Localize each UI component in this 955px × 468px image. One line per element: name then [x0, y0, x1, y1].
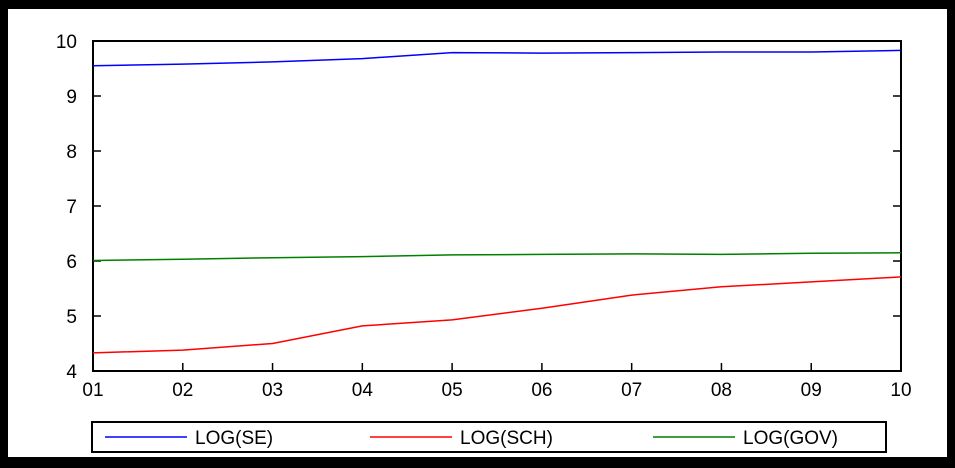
y-tick-label: 5: [66, 307, 77, 328]
y-tick-label: 8: [66, 142, 77, 163]
x-tick-label: 04: [352, 380, 374, 401]
legend: LOG(SE) LOG(SCH) LOG(GOV): [91, 421, 887, 453]
series-line-log-gov: [92, 252, 902, 262]
y-tick-label: 4: [66, 362, 77, 383]
legend-label: LOG(SE): [195, 428, 273, 449]
x-tick-label: 01: [82, 380, 103, 401]
series-lines: [92, 49, 902, 354]
x-tick-label: 10: [890, 380, 911, 401]
x-tick-label: 05: [442, 380, 463, 401]
series-line-log-se: [92, 49, 902, 67]
y-tick-label: 7: [66, 197, 77, 218]
x-axis: 01 02 03 04 05 06 07 08 09 10: [82, 363, 912, 401]
legend-label: LOG(SCH): [460, 428, 553, 449]
x-tick-label: 06: [531, 380, 552, 401]
chart-frame: 4 5 6 7 8 9 10 01 02 03 04 05 06 07 08 09 10 LOG(SE) LOG…: [8, 9, 947, 457]
x-tick-label: 07: [621, 380, 642, 401]
x-tick-label: 09: [801, 380, 822, 401]
x-tick-label: 02: [172, 380, 193, 401]
y-tick-label: 6: [66, 252, 77, 273]
y-axis: 4 5 6 7 8 9 10: [56, 32, 901, 383]
x-tick-label: 08: [711, 380, 732, 401]
y-tick-label: 9: [66, 87, 77, 108]
legend-label: LOG(GOV): [743, 428, 838, 449]
legend-box: [91, 421, 887, 453]
series-line-log-sch: [92, 276, 902, 354]
x-tick-label: 03: [262, 380, 283, 401]
y-tick-label: 10: [56, 32, 77, 53]
plot-area: [92, 40, 902, 372]
